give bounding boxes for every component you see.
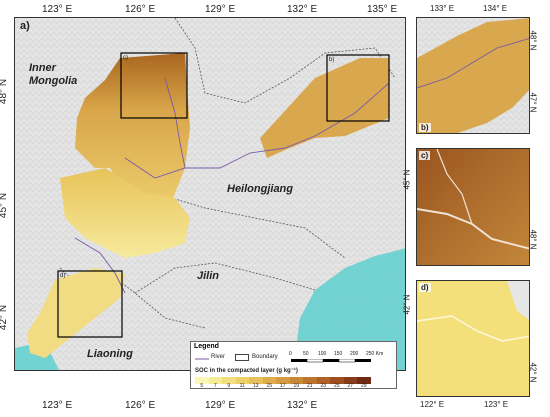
soc-ramp-swatch (303, 377, 317, 384)
soc-ramp-tick: 11 (239, 383, 245, 389)
study-area-central (60, 168, 190, 258)
soc-ramp-tick: 19 (293, 383, 300, 389)
lon-label-top-2: 126° E (125, 4, 156, 15)
inset-b-lat-1: 48° N (528, 30, 538, 51)
soc-ramp-tick: 21 (306, 383, 313, 389)
inset-c-canvas (417, 149, 529, 265)
soc-ramp-tick: 29 (360, 383, 367, 389)
lat-label-3: 42° N (0, 305, 10, 331)
inset-box-b (326, 54, 390, 122)
panel-label-a: a) (20, 20, 30, 32)
lat-label-1: 48° N (0, 79, 10, 105)
soc-color-ramp (195, 377, 371, 384)
lon-label-bottom-3: 129° E (205, 400, 236, 411)
study-area-south (27, 268, 125, 358)
legend-river-label: River (211, 354, 226, 360)
soc-ramp-swatch (208, 377, 222, 384)
lon-label-bottom-1: 123° E (42, 400, 73, 411)
soc-ramp-swatch (289, 377, 303, 384)
lon-label-bottom-2: 126° E (125, 400, 156, 411)
inset-d-lat-2: 42° N (528, 362, 538, 383)
soc-legend-title: SOC in the compacted layer (g kg⁻¹) (195, 368, 298, 374)
soc-ramp-swatch (276, 377, 290, 384)
soc-ramp-swatch (357, 377, 371, 384)
inset-c-frame: c) (416, 148, 530, 266)
place-inner-mongolia: Inner Mongolia (29, 62, 78, 87)
soc-ramp-swatch (235, 377, 249, 384)
inset-d-lat-1: 42° N (402, 294, 412, 315)
place-jilin: Jilin (197, 270, 220, 282)
soc-ramp-tick: 7 (213, 383, 217, 389)
soc-ramp-tick: 27 (347, 383, 354, 389)
inset-d-lon-1: 122° E (420, 400, 445, 409)
soc-ramp-tick: 23 (320, 383, 327, 389)
soc-ramp-tick: 15 (266, 383, 273, 389)
scale-tick-200: 200 (350, 351, 359, 357)
soc-ramp-tick: 5 (200, 383, 204, 389)
soc-ramp-swatch (262, 377, 276, 384)
inset-d-frame: d) (416, 280, 530, 397)
inset-box-label-d: d) (60, 273, 66, 279)
study-area-east (260, 58, 389, 158)
scale-tick-250: 250 Km (366, 351, 384, 357)
inset-b-river (417, 38, 529, 89)
boundary-symbol (235, 354, 249, 361)
lat-label-2: 45° N (0, 193, 10, 219)
study-area-north (75, 53, 190, 218)
scale-tick-100: 100 (318, 351, 327, 357)
inset-box-c (120, 52, 188, 119)
soc-ramp-tick: 25 (333, 383, 340, 389)
inset-d-river (417, 315, 529, 342)
inset-b-lon-1: 133° E (430, 4, 455, 13)
legend-title: Legend (194, 343, 219, 350)
inset-box-label-b: b) (329, 57, 335, 63)
soc-ramp-swatch (195, 377, 209, 384)
lon-label-top-5: 135° E (367, 4, 398, 15)
soc-ramp-swatch (222, 377, 236, 384)
inset-b-canvas (417, 18, 529, 133)
lon-label-top-1: 123° E (42, 4, 73, 15)
soc-ramp-swatch (330, 377, 344, 384)
inset-b-lon-2: 134° E (483, 4, 508, 13)
soc-ramp-swatch (316, 377, 330, 384)
soc-ramp-tick: 13 (252, 383, 259, 389)
lon-label-top-4: 132° E (287, 4, 318, 15)
main-map-canvas (15, 18, 405, 370)
map-legend: Legend River Boundary 0 50 100 150 200 2… (190, 341, 397, 389)
inset-box-d (57, 270, 123, 338)
inset-c-lat-1: 45° N (402, 169, 412, 190)
inset-d-nodata (507, 281, 529, 320)
place-liaoning: Liaoning (87, 348, 133, 360)
lon-label-bottom-4: 132° E (287, 400, 318, 411)
sea-southwest (15, 344, 59, 370)
inset-d-lon-2: 123° E (484, 400, 509, 409)
inset-c-panel-label: c) (419, 151, 431, 160)
scale-tick-0: 0 (289, 351, 292, 357)
inset-c-stream (436, 149, 473, 225)
legend-boundary-label: Boundary (252, 354, 278, 360)
soc-ramp-swatch (343, 377, 357, 384)
lon-label-top-3: 129° E (205, 4, 236, 15)
soc-ramp-tick: 17 (279, 383, 286, 389)
inset-b-frame: b) (416, 17, 530, 134)
main-map-frame: a) c) b) d) Inner Mongolia Heilongjiang … (14, 17, 406, 371)
scale-tick-50: 50 (303, 351, 309, 357)
inset-box-label-c: c) (123, 55, 128, 61)
sea-east (293, 248, 405, 370)
scale-tick-150: 150 (334, 351, 343, 357)
place-heilongjiang: Heilongjiang (227, 183, 293, 195)
river-symbol (195, 358, 209, 360)
inset-d-panel-label: d) (419, 283, 431, 292)
inset-c-lat-2: 48° N (528, 229, 538, 250)
soc-ramp-tick: 9 (227, 383, 231, 389)
soc-ramp-swatch (249, 377, 263, 384)
inset-b-panel-label: b) (419, 123, 431, 132)
soc-ramp-ticks: 5 7 9 11 13 15 17 19 21 23 25 27 29 (195, 383, 371, 389)
inset-b-lat-2: 47° N (528, 92, 538, 113)
scale-bar (291, 359, 371, 363)
inset-d-canvas (417, 281, 529, 396)
